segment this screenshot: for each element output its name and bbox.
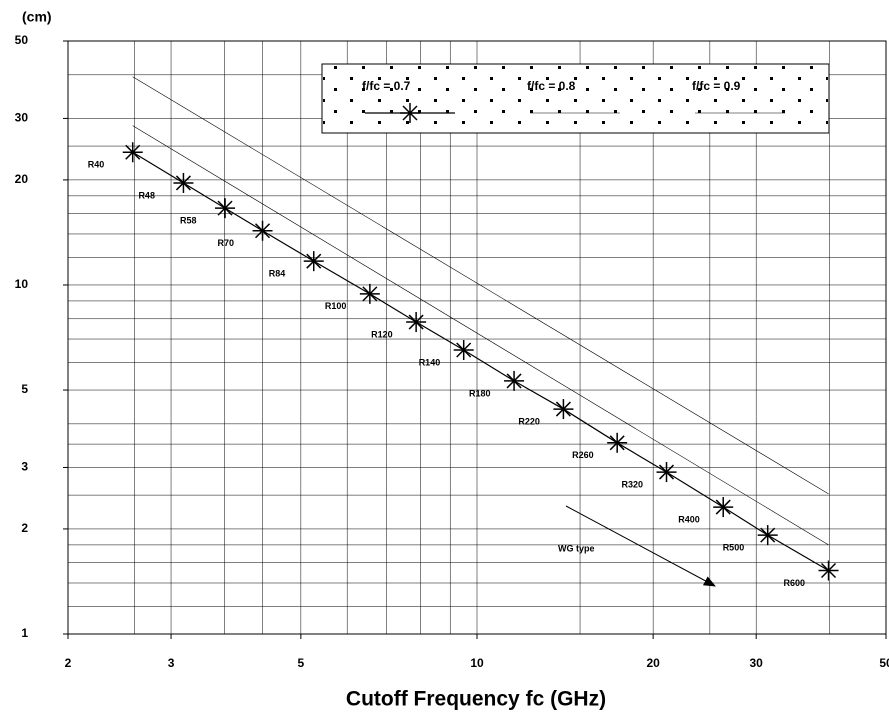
legend-marker [400, 103, 420, 123]
x-tick-label: 30 [750, 656, 764, 670]
x-tick-label: 2 [65, 656, 72, 670]
point-label: R400 [678, 514, 700, 524]
marker-stroke [402, 105, 418, 121]
data-point [656, 462, 677, 483]
x-tick-label: 10 [470, 656, 484, 670]
series-line [132, 125, 829, 546]
x-axis-label: Cutoff Frequency fc (GHz) [346, 688, 606, 711]
data-point [173, 172, 194, 193]
point-label: R500 [723, 542, 745, 552]
data-point [553, 399, 574, 420]
y-tick-label: 50 [15, 33, 29, 47]
point-label: R260 [572, 450, 594, 460]
data-point [122, 142, 143, 163]
marker-stroke [456, 342, 472, 358]
legend-label: f/fc = 0.9 [692, 79, 741, 93]
y-tick-label: 3 [21, 460, 28, 474]
legend-label: f/fc = 0.7 [362, 79, 411, 93]
data-point [252, 220, 273, 241]
point-label: R600 [784, 578, 806, 588]
point-label: R320 [622, 479, 644, 489]
point-label: R58 [180, 216, 197, 226]
point-label: R220 [518, 416, 540, 426]
point-label: R84 [269, 269, 286, 279]
point-label: R100 [325, 301, 347, 311]
data-point [607, 432, 628, 453]
y-tick-label: 30 [15, 111, 29, 125]
marker-stroke [362, 286, 378, 302]
x-tick-label: 5 [298, 656, 305, 670]
point-label: R70 [218, 238, 235, 248]
series-line [132, 76, 829, 495]
annotation-arrow [565, 505, 716, 587]
marker-stroke [715, 499, 731, 515]
y-tick-label: 1 [21, 626, 28, 640]
marker-stroke [760, 527, 776, 543]
point-label: R48 [138, 190, 155, 200]
marker-stroke [254, 223, 271, 239]
data-point [713, 497, 734, 518]
y-tick-label: 20 [15, 172, 29, 186]
data-point [215, 198, 236, 219]
annotation: WG type [558, 543, 595, 553]
marker-stroke [820, 562, 837, 579]
data-point [757, 525, 778, 546]
data-point [453, 340, 474, 361]
point-label: R140 [419, 357, 441, 367]
data-point [818, 560, 839, 581]
y-tick-label: 10 [15, 277, 29, 291]
data-point [406, 312, 427, 333]
marker-stroke [609, 435, 625, 451]
marker-stroke [555, 401, 571, 417]
point-label: R180 [469, 388, 491, 398]
legend-label: f/fc = 0.8 [527, 79, 576, 93]
marker-stroke [506, 373, 522, 389]
marker-stroke [658, 464, 675, 480]
data-point [504, 370, 525, 391]
legend [321, 63, 830, 134]
point-label: R40 [88, 160, 105, 170]
y-axis-label: (cm) [22, 9, 52, 25]
data-point [359, 283, 380, 304]
marker-stroke [175, 175, 191, 191]
marker-stroke [125, 144, 141, 160]
marker-stroke [217, 200, 233, 216]
y-tick-label: 5 [21, 382, 28, 396]
x-tick-label: 50 [879, 656, 889, 670]
legend-pattern [323, 65, 828, 132]
x-tick-label: 20 [646, 656, 660, 670]
data-point [303, 251, 324, 272]
x-tick-label: 3 [168, 656, 175, 670]
marker-stroke [408, 314, 424, 330]
y-tick-label: 2 [21, 521, 28, 535]
marker-stroke [306, 253, 322, 269]
point-label: R120 [371, 329, 393, 339]
